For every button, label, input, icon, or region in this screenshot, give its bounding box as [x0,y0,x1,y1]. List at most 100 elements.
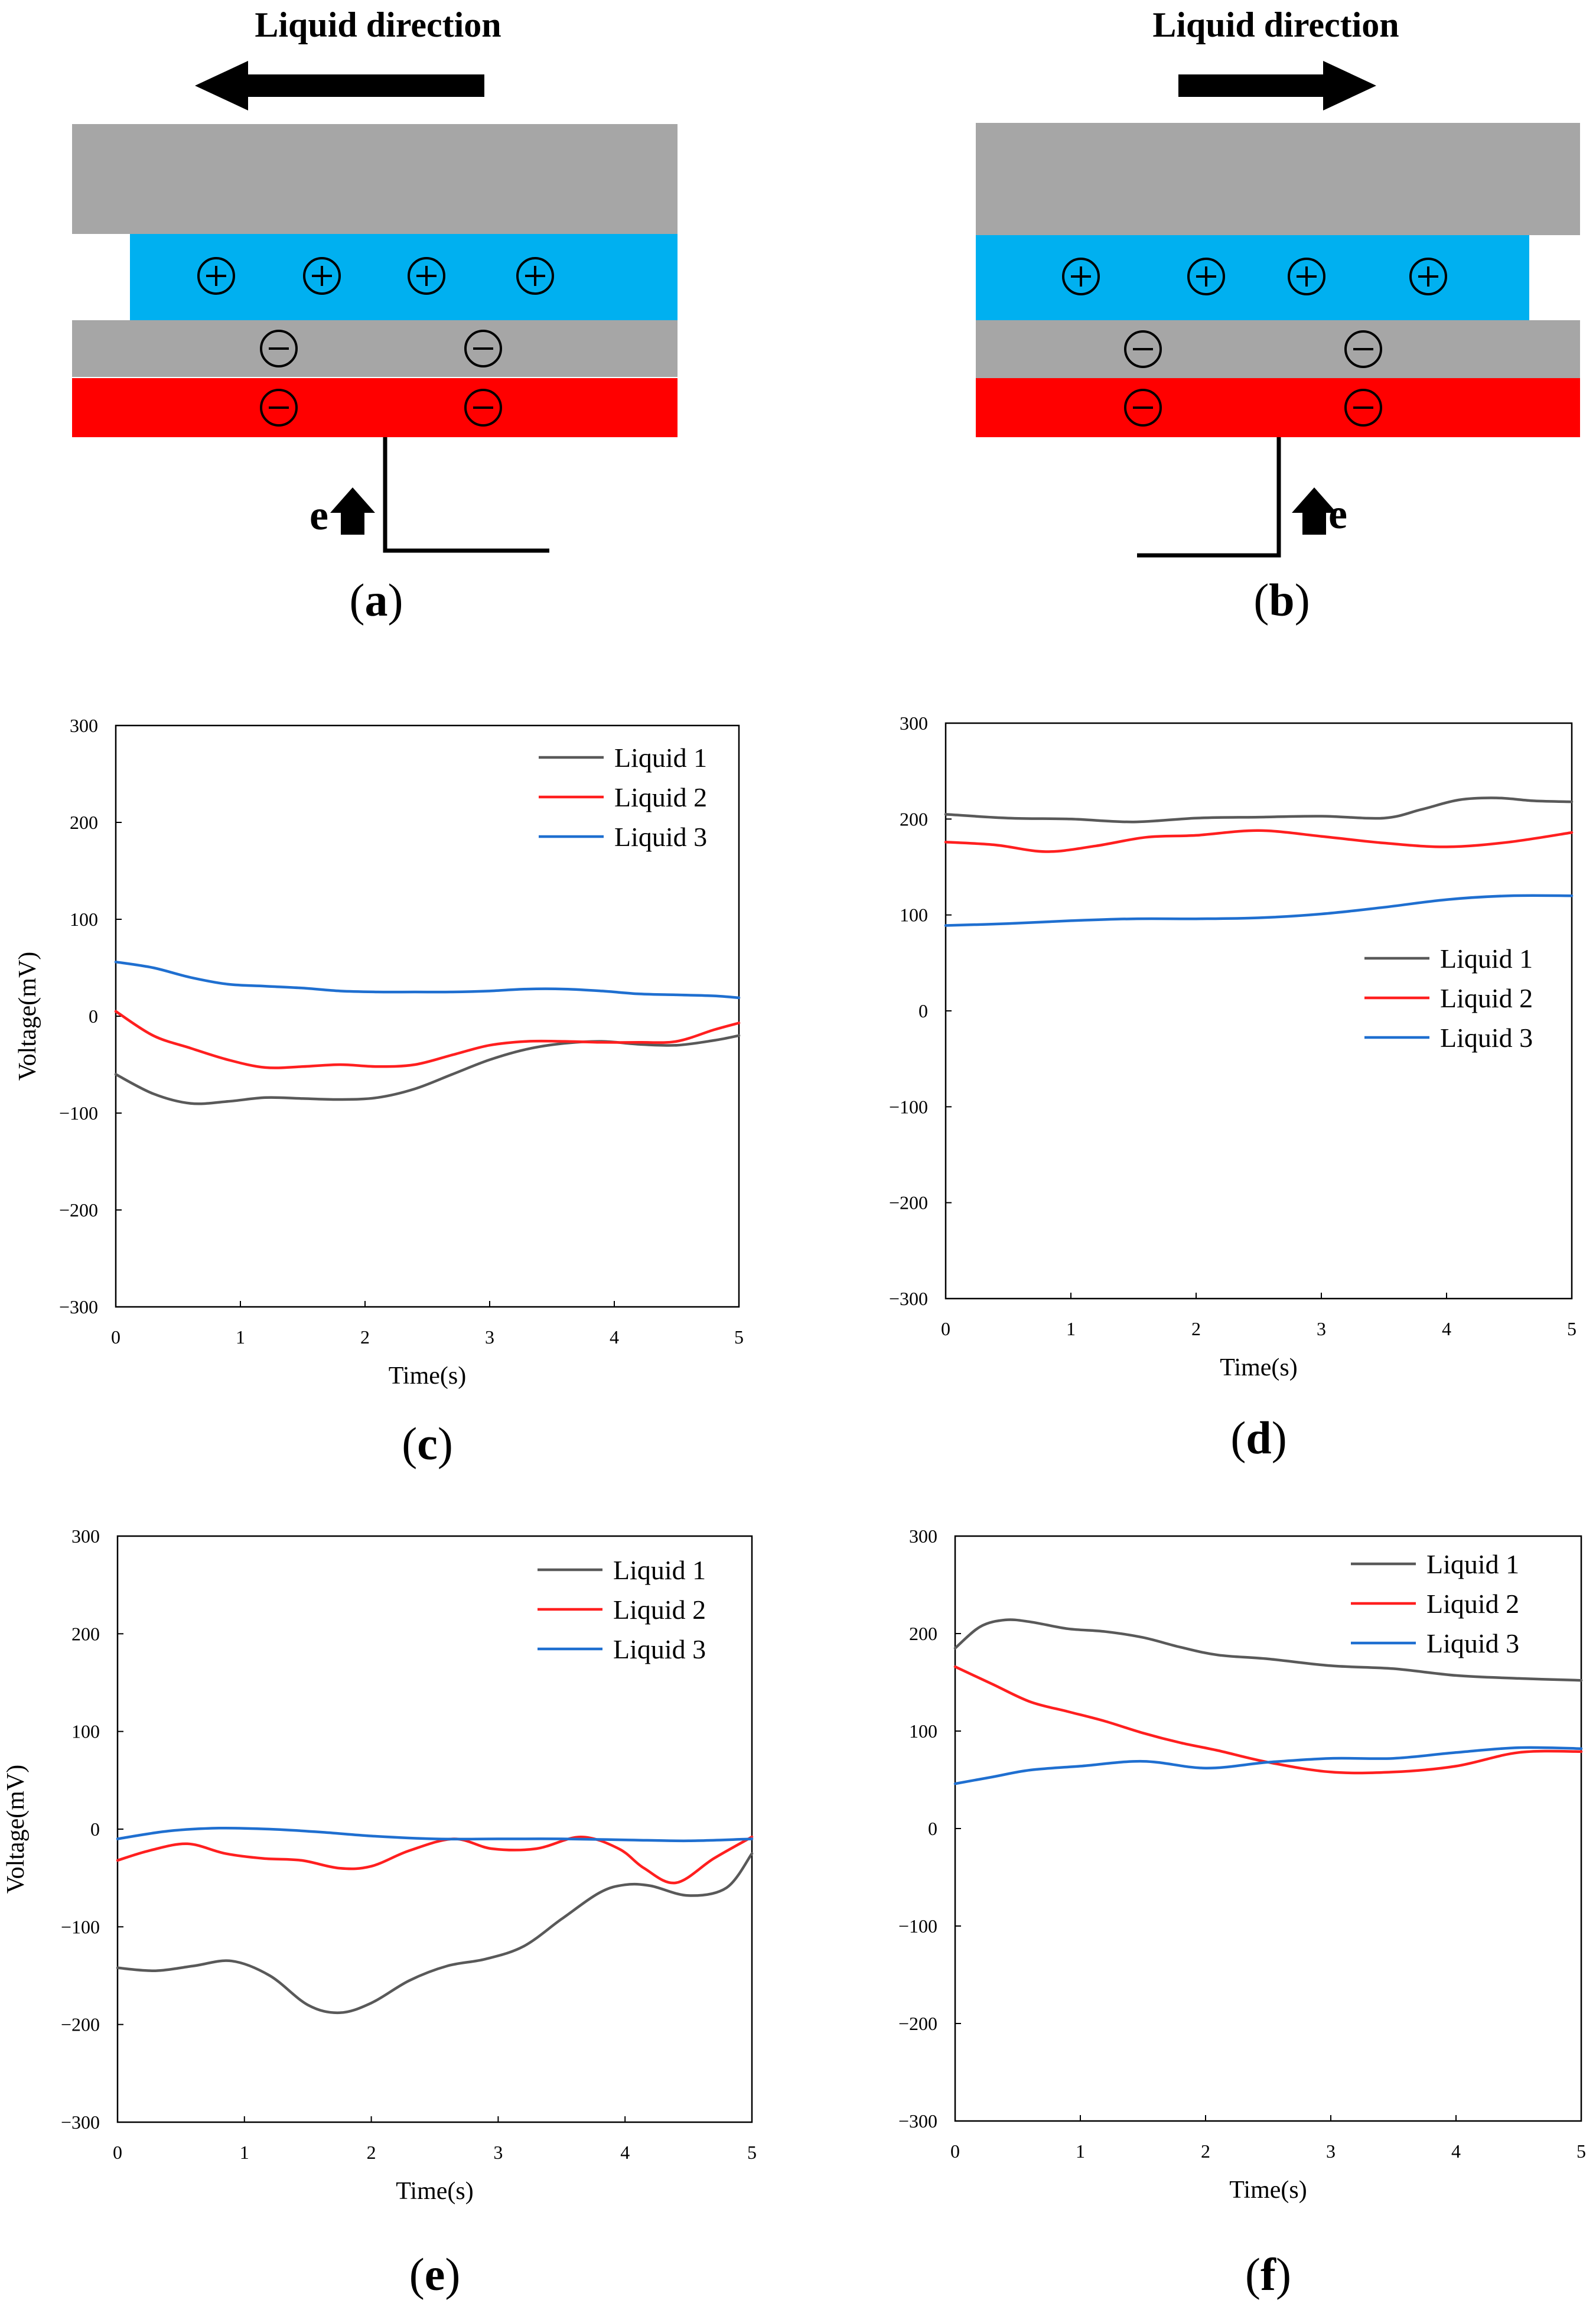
electron-label: e [310,492,328,539]
arrow-right-icon [1178,61,1376,110]
panel-label: (a) [350,574,403,626]
x-tick-label: 5 [1577,2140,1586,2162]
panel-label: (d) [1230,1412,1286,1463]
legend-entry: Liquid 2 [614,782,707,812]
panel-label-close: ) [445,2249,460,2300]
electron-label: e [1328,490,1347,538]
y-tick-label: 300 [900,713,928,734]
x-tick-label: 1 [236,1326,245,1348]
x-tick-label: 2 [1191,1318,1201,1339]
y-tick-label: 300 [909,1525,937,1547]
arrow-up-icon [1292,487,1337,535]
series-line-liquid-3 [116,1826,754,1843]
x-tick-label: 3 [493,2142,503,2163]
series-line-liquid-2 [114,1010,741,1069]
top-plate [976,123,1580,235]
y-tick-label: 300 [71,1525,100,1547]
arrow-up-icon [330,487,375,535]
charge-circle [1288,258,1325,295]
legend-entry: Liquid 2 [613,1595,706,1625]
electrode-layer [72,378,678,437]
legend-entry: Liquid 2 [1426,1589,1519,1619]
y-tick-label: 200 [71,1623,100,1644]
minus-circle-icon [1124,330,1162,368]
legend-entry: Liquid 1 [613,1555,706,1585]
y-tick-label: −300 [59,1296,98,1317]
charge-circle [408,257,445,295]
panel-label: (f) [1245,2249,1291,2300]
y-tick-label: 200 [70,812,98,833]
charge-circle [464,330,502,367]
charge-circle [1187,258,1225,295]
dielectric-layer [72,320,678,377]
legend-entry: Liquid 1 [1426,1549,1519,1579]
x-tick-label: 5 [1567,1318,1577,1339]
y-tick-label: 0 [918,1000,928,1022]
y-tick-label: −200 [889,1192,928,1214]
legend-entry: Liquid 1 [614,743,707,773]
plus-circle-icon [303,257,341,295]
y-axis-title: Voltage(mV) [14,952,41,1081]
legend-entry: Liquid 1 [1440,944,1533,974]
y-tick-label: −200 [898,2013,937,2034]
panel-label-part: ) [1295,574,1310,626]
chart-f: 300 200 100 0 −100 −200 −300 0 1 2 3 4 5 Time(s) Liqui… [898,1525,1586,2300]
y-tick-label: 300 [70,715,98,736]
y-tick-label: 0 [89,1006,98,1027]
minus-circle-icon [260,389,298,427]
panel-label-letter: f [1260,2249,1276,2300]
x-axis-title: Time(s) [1229,2177,1307,2204]
x-axis-title: Time(s) [1220,1354,1297,1381]
charge-circle [303,257,341,295]
panel-label-open: ( [1230,1412,1246,1463]
series-line-liquid-3 [114,960,741,1000]
minus-circle-icon [1124,389,1162,427]
y-tick-label: −200 [61,2014,100,2035]
y-axis-title: Voltage(mV) [2,1765,30,1894]
x-axis-title: Time(s) [389,1362,466,1390]
panel-label-part: a [365,574,388,626]
chart-e: 300 200 100 0 −100 −200 −300 0 1 2 3 4 5 Time(s) Volta… [2,1525,757,2300]
series-line-liquid-3 [953,1746,1583,1785]
x-tick-label: 2 [1201,2140,1210,2162]
series-line-liquid-1 [944,796,1574,824]
plus-circle-icon [1409,258,1447,295]
panel-label-open: ( [402,1418,417,1469]
circuit-wire [1137,437,1281,558]
x-tick-label: 0 [950,2140,960,2162]
y-tick-label: −100 [59,1102,98,1124]
x-tick-label: 0 [113,2142,122,2163]
series-line-liquid-1 [114,1034,741,1105]
panel-label-letter: e [425,2249,445,2300]
minus-circle-icon [1344,330,1382,368]
y-tick-label: −100 [889,1096,928,1117]
y-tick-label: 100 [900,905,928,926]
charge-circle [1124,389,1162,427]
schematic-a: Liquid direction e (a) [72,5,678,626]
panel-label-close: ) [1272,1412,1287,1463]
plus-circle-icon [516,257,554,295]
plus-circle-icon [1062,258,1100,295]
minus-circle-icon [464,330,502,367]
minus-circle-icon [1344,389,1382,427]
panel-label-part: ) [388,574,403,626]
circuit-wire [383,437,549,553]
x-tick-label: 3 [485,1326,494,1348]
series-line-liquid-2 [116,1835,754,1885]
minus-circle-icon [260,330,298,367]
x-axis-title: Time(s) [396,2178,473,2205]
x-tick-label: 3 [1317,1318,1326,1339]
chart-d: 300 200 100 0 −100 −200 −300 0 1 2 3 4 5 Time(s) Liqui… [889,713,1577,1463]
x-tick-label: 4 [1442,1318,1451,1339]
legend-entry: Liquid 3 [1426,1628,1519,1658]
series-line-liquid-1 [116,1852,754,2015]
x-tick-label: 0 [941,1318,950,1339]
x-tick-label: 2 [360,1326,370,1348]
series-line-liquid-2 [953,1665,1583,1775]
plot-frame [115,724,740,1308]
dielectric-layer [976,320,1580,378]
legend-entry: Liquid 3 [613,1634,706,1664]
series-line-liquid-2 [944,829,1574,853]
charge-circle [1344,330,1382,368]
